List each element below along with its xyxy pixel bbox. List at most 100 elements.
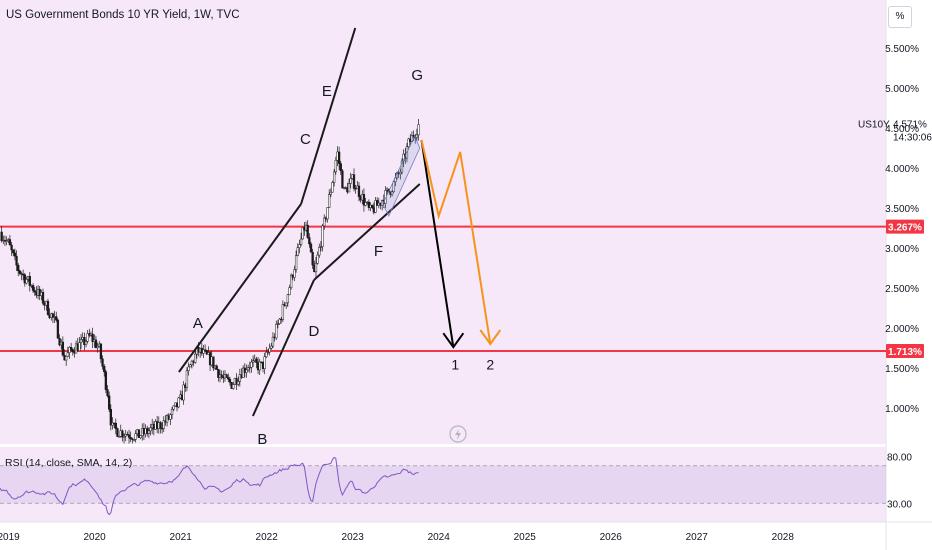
x-tick-label: 2021: [170, 532, 193, 543]
candle-body: [281, 304, 285, 320]
candle-body: [246, 367, 250, 371]
candle-body: [68, 347, 71, 353]
support-price-tag-label: 1.713%: [888, 347, 922, 358]
y-tick-label: 3.000%: [885, 244, 919, 255]
candle-body: [134, 433, 137, 440]
candle-body: [271, 336, 275, 347]
candle-body: [25, 279, 28, 284]
candle-body: [99, 343, 103, 360]
candle-body: [190, 360, 194, 365]
candle-body: [250, 361, 253, 368]
projection-path-2: [420, 139, 492, 345]
support-price-tag-label: 3.267%: [888, 223, 922, 234]
candle-body: [248, 366, 251, 369]
candle-body: [116, 428, 119, 437]
y-tick-label: 3.500%: [885, 204, 919, 215]
candle-body: [94, 339, 98, 348]
candle-body: [306, 224, 309, 238]
candle-body: [91, 333, 94, 342]
chart-title: US Government Bonds 10 YR Yield, 1W, TVC: [6, 9, 240, 21]
candle-body: [299, 238, 303, 245]
wave-label-e: E: [322, 83, 332, 100]
candle-body: [215, 365, 218, 370]
x-tick-label: 2024: [428, 532, 451, 543]
candle-body: [31, 285, 35, 291]
candle-body: [328, 194, 331, 208]
candle-body: [132, 439, 136, 441]
candle-body: [362, 194, 366, 206]
symbol-tag: US10Y: [858, 119, 890, 130]
candle-body: [23, 274, 26, 284]
y-tick-label: 4.000%: [885, 164, 919, 175]
candle-body: [329, 191, 332, 195]
candle-body: [10, 244, 13, 251]
candle-body: [371, 204, 374, 209]
x-tick-label: 2019: [0, 532, 20, 543]
candle-body: [69, 347, 73, 350]
candle-body: [83, 337, 86, 346]
candle-body: [331, 182, 334, 193]
replay-icon[interactable]: [449, 425, 467, 443]
candle-body: [364, 202, 367, 206]
candle-body: [238, 374, 242, 382]
candle-body: [187, 366, 190, 372]
candle-body: [137, 429, 141, 439]
percent-scale-button[interactable]: %: [888, 6, 912, 28]
candle-body: [170, 408, 174, 416]
candle-body: [245, 369, 248, 373]
candle-body: [66, 352, 69, 357]
candle-body: [407, 138, 410, 147]
candle-body: [298, 244, 301, 248]
candle-body: [352, 174, 356, 189]
candle-body: [225, 374, 228, 378]
candle-body: [326, 207, 329, 220]
candle-body: [333, 171, 336, 183]
candle-body: [28, 276, 31, 286]
candle-body: [270, 345, 273, 349]
candle-body: [357, 185, 361, 197]
candle-body: [108, 395, 111, 410]
wave-label-c: C: [300, 131, 311, 148]
candle-body: [185, 370, 189, 388]
projection-label-2: 2: [486, 357, 494, 373]
candle-body: [318, 247, 321, 256]
candle-body: [212, 356, 215, 369]
candle-body: [0, 231, 3, 241]
candle-body: [162, 420, 165, 429]
candle-body: [285, 302, 288, 307]
candle-body: [55, 316, 58, 321]
main-pane-background: [0, 0, 886, 444]
candle-body: [400, 160, 404, 173]
candle-body: [12, 249, 15, 254]
candle-body: [415, 134, 419, 138]
candle-body: [51, 313, 55, 318]
candle-body: [129, 437, 132, 440]
x-tick-label: 2020: [83, 532, 106, 543]
candle-body: [339, 163, 342, 172]
candle-body: [139, 435, 142, 439]
y-tick-label: 1.500%: [885, 364, 919, 375]
candle-body: [15, 255, 18, 266]
candle-body: [251, 360, 255, 363]
candle-body: [20, 273, 23, 275]
candle-body: [217, 369, 220, 378]
y-tick-label: 2.000%: [885, 324, 919, 335]
candle-body: [341, 170, 344, 189]
candle-body: [13, 252, 17, 257]
candle-body: [159, 422, 162, 429]
candle-body: [227, 377, 230, 380]
candle-body: [237, 381, 240, 385]
rsi-line: [0, 456, 419, 516]
candle-body: [286, 294, 289, 304]
candle-body: [18, 270, 22, 274]
candle-body: [84, 341, 88, 346]
candle-body: [276, 323, 280, 325]
candle-body: [288, 287, 291, 295]
x-tick-label: 2026: [600, 532, 623, 543]
candle-body: [289, 274, 293, 288]
projection-arrowhead-2: [479, 329, 502, 346]
candle-body: [301, 227, 304, 240]
candle-body: [392, 181, 395, 192]
support-price-tag: [886, 343, 924, 358]
